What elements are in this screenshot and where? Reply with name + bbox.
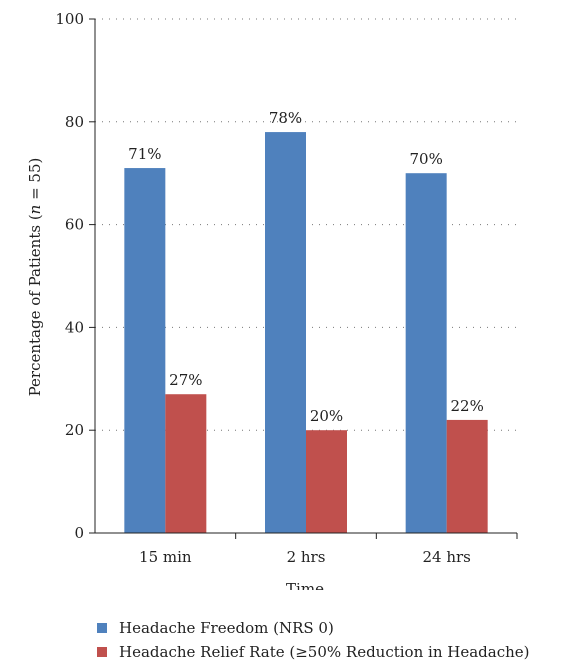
axes: 0 20 40 60 80 100 15 min 2 hrs 24 hrs bbox=[55, 10, 518, 566]
y-tick-label: 20 bbox=[65, 421, 84, 439]
bar-chart: 71% 27% 78% 20% 70% 22% 0 20 40 60 80 100 15 min 2 h… bbox=[26, 10, 518, 590]
legend-label-headache-relief: Headache Relief Rate (≥50% Reduction in … bbox=[119, 643, 530, 661]
legend-item-headache-relief: Headache Relief Rate (≥50% Reduction in … bbox=[97, 640, 529, 664]
legend-swatch-headache-freedom bbox=[97, 623, 107, 633]
y-tick-label: 80 bbox=[65, 113, 84, 131]
data-label: 27% bbox=[169, 371, 202, 389]
y-tick-label: 0 bbox=[74, 524, 84, 542]
x-tick-label: 2 hrs bbox=[287, 548, 326, 566]
data-label: 22% bbox=[450, 397, 483, 415]
y-tick-label: 100 bbox=[55, 10, 84, 28]
legend-swatch-headache-relief bbox=[97, 647, 107, 657]
data-label: 20% bbox=[310, 407, 343, 425]
legend-label-headache-freedom: Headache Freedom (NRS 0) bbox=[119, 619, 334, 637]
y-axis-title: Percentage of Patients (n = 55) bbox=[26, 158, 44, 397]
bar-headache-freedom bbox=[265, 132, 306, 533]
bar-headache-relief bbox=[165, 394, 207, 533]
bar-headache-freedom bbox=[405, 173, 447, 533]
legend: Headache Freedom (NRS 0) Headache Relief… bbox=[97, 616, 529, 664]
data-label: 78% bbox=[269, 109, 302, 127]
x-axis-title: Time bbox=[286, 580, 324, 590]
legend-item-headache-freedom: Headache Freedom (NRS 0) bbox=[97, 616, 529, 640]
x-tick-label: 15 min bbox=[139, 548, 192, 566]
y-tick-label: 60 bbox=[65, 216, 84, 234]
y-tick-label: 40 bbox=[65, 318, 84, 336]
x-tick-label: 24 hrs bbox=[422, 548, 470, 566]
bars: 71% 27% 78% 20% 70% 22% bbox=[124, 109, 488, 533]
bar-headache-relief bbox=[446, 419, 488, 533]
bar-headache-freedom bbox=[124, 168, 166, 533]
bar-headache-relief bbox=[306, 430, 347, 533]
data-label: 71% bbox=[128, 145, 161, 163]
data-label: 70% bbox=[409, 150, 442, 168]
